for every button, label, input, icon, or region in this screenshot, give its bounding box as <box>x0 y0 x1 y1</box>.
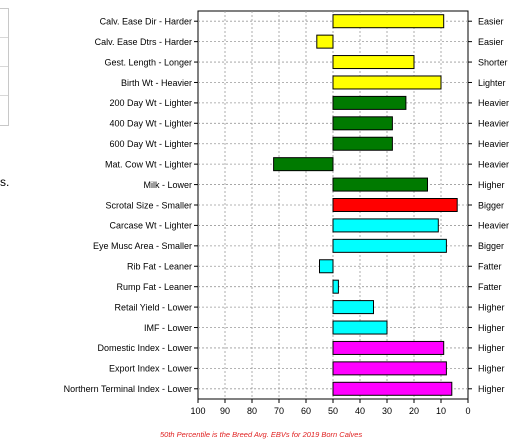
category-label: IMF - Lower <box>144 323 192 333</box>
category-label: 400 Day Wt - Lighter <box>109 119 192 129</box>
category-label: Birth Wt - Heavier <box>121 78 192 88</box>
direction-label: Lighter <box>478 78 506 88</box>
category-label: Domestic Index - Lower <box>97 343 192 353</box>
direction-label: Heavier <box>478 119 509 129</box>
category-label: Export Index - Lower <box>109 364 192 374</box>
table-row <box>0 67 8 96</box>
x-tick-label: 20 <box>409 406 419 416</box>
cropped-table-fragment <box>0 8 9 126</box>
bar <box>332 381 453 396</box>
direction-label: Heavier <box>478 98 509 108</box>
x-tick-label: 70 <box>274 406 284 416</box>
category-label: Mat. Cow Wt - Lighter <box>105 159 192 169</box>
bar <box>332 300 374 315</box>
direction-label: Bigger <box>478 200 504 210</box>
bar <box>332 116 393 131</box>
bar <box>332 177 428 192</box>
category-label: 600 Day Wt - Lighter <box>109 139 192 149</box>
direction-label: Fatter <box>478 282 502 292</box>
x-tick-label: 80 <box>247 406 257 416</box>
category-label: Rump Fat - Leaner <box>116 282 192 292</box>
category-label: 200 Day Wt - Lighter <box>109 98 192 108</box>
direction-label: Heavier <box>478 139 509 149</box>
bar <box>332 320 388 335</box>
direction-label: Higher <box>478 364 505 374</box>
direction-label: Fatter <box>478 262 502 272</box>
chart-footnote: 50th Percentile is the Breed Avg. EBVs f… <box>160 430 363 439</box>
category-label: Milk - Lower <box>143 180 192 190</box>
bar <box>332 95 407 110</box>
x-tick-label: 10 <box>436 406 446 416</box>
bar <box>273 157 334 172</box>
direction-label: Higher <box>478 384 505 394</box>
category-label: Eye Musc Area - Smaller <box>93 241 192 251</box>
direction-label: Bigger <box>478 241 504 251</box>
table-row <box>0 38 8 67</box>
x-tick-label: 30 <box>382 406 392 416</box>
bar <box>332 340 445 355</box>
x-tick-label: 40 <box>355 406 365 416</box>
bar <box>332 361 447 376</box>
bar <box>332 14 445 29</box>
x-tick-label: 60 <box>301 406 311 416</box>
bar <box>316 34 334 49</box>
direction-label: Heavier <box>478 159 509 169</box>
table-row <box>0 9 8 38</box>
direction-label: Higher <box>478 180 505 190</box>
direction-label: Easier <box>478 37 504 47</box>
direction-label: Heavier <box>478 221 509 231</box>
category-label: Retail Yield - Lower <box>114 302 192 312</box>
category-label: Gest. Length - Longer <box>104 57 192 67</box>
bar <box>332 279 339 294</box>
category-label: Rib Fat - Leaner <box>127 262 192 272</box>
direction-label: Shorter <box>478 57 508 67</box>
x-tick-label: 90 <box>220 406 230 416</box>
bar <box>332 238 447 253</box>
category-label: Carcase Wt - Lighter <box>109 221 192 231</box>
bar <box>332 75 442 90</box>
bar <box>319 259 334 274</box>
bar <box>332 55 415 70</box>
category-label: Calv. Ease Dir - Harder <box>100 17 192 27</box>
category-label: Calv. Ease Dtrs - Harder <box>95 37 192 47</box>
category-label: Scrotal Size - Smaller <box>105 200 192 210</box>
direction-label: Easier <box>478 17 504 27</box>
bar <box>332 136 393 151</box>
direction-label: Higher <box>478 323 505 333</box>
bar <box>332 218 439 233</box>
category-label: Northern Terminal Index - Lower <box>64 384 192 394</box>
direction-label: Higher <box>478 343 505 353</box>
cropped-text-fragment: s. <box>0 175 10 189</box>
bar <box>332 198 458 212</box>
direction-label: Higher <box>478 302 505 312</box>
x-tick-label: 100 <box>190 406 205 416</box>
x-tick-label: 50 <box>328 406 338 416</box>
x-tick-label: 0 <box>465 406 470 416</box>
